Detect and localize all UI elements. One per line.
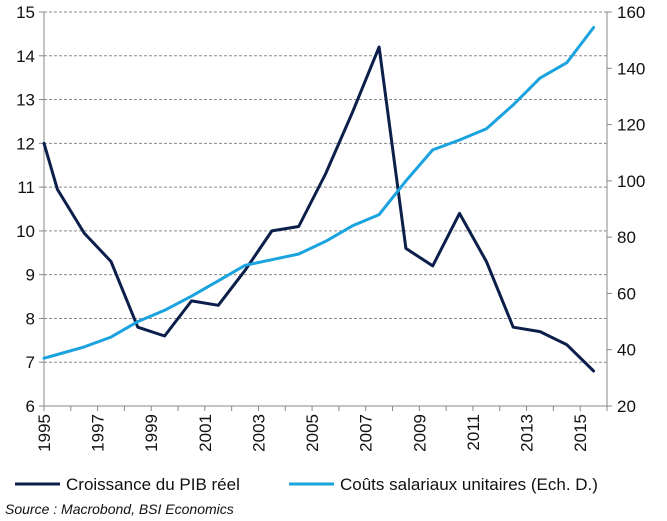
- right-tick-label: 60: [617, 284, 636, 303]
- left-tick-label: 11: [17, 178, 35, 197]
- x-tick-label: 2001: [196, 414, 215, 452]
- left-tick-label: 7: [26, 353, 35, 372]
- right-tick-label: 20: [617, 397, 636, 416]
- x-tick-label: 2013: [518, 414, 537, 452]
- x-tick-label: 1995: [35, 414, 54, 452]
- right-tick-label: 40: [617, 341, 636, 360]
- left-tick-label: 14: [16, 47, 35, 66]
- right-y-ticks: 20 40 60 80 100 120 140 160: [607, 3, 645, 416]
- x-tick-label: 2007: [357, 414, 376, 452]
- axes: [43, 12, 608, 407]
- series: [42, 26, 596, 373]
- left-tick-label: 9: [26, 266, 35, 285]
- x-ticks: 1995 1997 1999 2001 2003 2005 2007 2009 2011 2013…: [35, 406, 608, 452]
- left-tick-label: 6: [26, 397, 35, 416]
- series-line-pib: [42, 45, 596, 373]
- gridlines: [44, 11, 607, 363]
- x-tick-label: 1997: [89, 414, 108, 452]
- x-tick-label: 2015: [571, 414, 590, 452]
- legend-label-pib: Croissance du PIB réel: [66, 475, 240, 494]
- x-tick-label: 2011: [464, 414, 483, 451]
- right-tick-label: 140: [617, 59, 645, 78]
- left-tick-label: 10: [16, 222, 35, 241]
- right-tick-label: 80: [617, 228, 636, 247]
- legend: Croissance du PIB réel Coûts salariaux u…: [15, 475, 598, 494]
- x-tick-label: 2005: [303, 414, 322, 452]
- series-line-couts: [42, 26, 596, 360]
- x-tick-label: 2003: [249, 414, 268, 452]
- legend-label-couts: Coûts salariaux unitaires (Ech. D.): [340, 475, 598, 494]
- x-tick-label: 2009: [410, 414, 429, 452]
- right-tick-label: 100: [617, 172, 645, 191]
- left-tick-label: 8: [26, 309, 35, 328]
- right-tick-label: 120: [617, 116, 645, 135]
- left-tick-label: 13: [16, 91, 35, 110]
- right-tick-label: 160: [617, 3, 645, 22]
- x-tick-label: 1999: [142, 414, 161, 452]
- left-y-ticks: 6 7 8 9 10 11 12 13 14 15: [16, 3, 44, 416]
- source-note: Source : Macrobond, BSI Economics: [5, 501, 234, 517]
- left-tick-label: 15: [16, 3, 35, 22]
- left-tick-label: 12: [16, 134, 35, 153]
